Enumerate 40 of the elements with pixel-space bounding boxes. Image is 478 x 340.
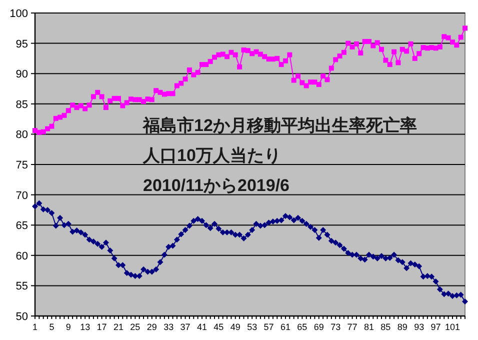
x-tick-label: 29 xyxy=(146,322,157,332)
x-tick-label: 101 xyxy=(444,322,460,332)
x-tick-label: 45 xyxy=(214,322,224,332)
x-tick-label: 37 xyxy=(180,322,190,332)
y-tick-label: 95 xyxy=(16,38,28,50)
x-tick-label: 25 xyxy=(130,322,140,332)
x-tick-label: 13 xyxy=(80,322,90,332)
x-tick-label: 81 xyxy=(364,322,374,332)
y-tick-label: 50 xyxy=(16,311,28,323)
x-tick-label: 17 xyxy=(96,322,107,332)
x-tick-label: 77 xyxy=(347,322,358,332)
x-tick-label: 41 xyxy=(196,322,207,332)
x-tick-label: 97 xyxy=(430,322,441,332)
x-tick-label: 69 xyxy=(314,322,324,332)
text: 福島市12か月移動平均出生率死亡率 xyxy=(142,116,417,135)
x-tick-label: 49 xyxy=(230,322,240,332)
y-tick-label: 60 xyxy=(16,250,28,262)
y-tick-label: 65 xyxy=(16,220,28,232)
y-tick-label: 55 xyxy=(16,280,28,293)
x-tick-label: 9 xyxy=(66,322,71,332)
x-tick-label: 53 xyxy=(247,322,258,332)
x-tick-label: 65 xyxy=(297,322,308,332)
y-tick-label: 70 xyxy=(16,190,28,202)
x-tick-label: 21 xyxy=(113,322,124,332)
x-tick-label: 85 xyxy=(380,322,391,332)
y-tick-label: 75 xyxy=(16,160,28,172)
text: 人口10万人当たり xyxy=(142,146,281,165)
x-tick-label: 73 xyxy=(330,322,341,332)
y-tick-label: 80 xyxy=(16,129,28,142)
x-tick-label: 89 xyxy=(397,322,408,332)
x-tick-label: 93 xyxy=(414,322,424,332)
y-tick-label: 90 xyxy=(16,68,28,81)
x-tick-label: 1 xyxy=(32,322,38,332)
x-tick-label: 61 xyxy=(280,322,290,332)
annotation: 2010/11から2019/6 xyxy=(143,176,290,195)
x-tick-label: 5 xyxy=(49,322,54,332)
x-tick-label: 57 xyxy=(264,322,274,332)
y-tick-label: 100 xyxy=(10,8,28,20)
y-tick-label: 85 xyxy=(16,98,28,111)
x-tick-label: 33 xyxy=(164,322,174,332)
